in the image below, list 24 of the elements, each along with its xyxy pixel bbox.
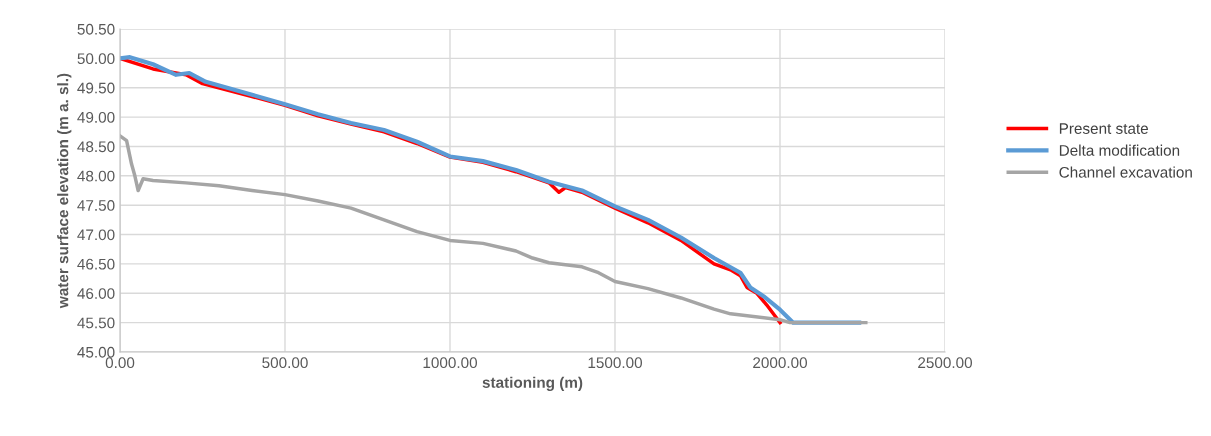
y-tick-label: 46.00 (77, 288, 115, 299)
legend-label: Channel excavation (1059, 166, 1192, 178)
y-tick-label: 50.50 (77, 23, 115, 35)
y-tick-label: 49.50 (77, 82, 115, 94)
x-tick-label: 2000.00 (753, 357, 808, 369)
y-tick-label: 46.50 (77, 258, 115, 270)
legend-label: Delta modification (1059, 144, 1180, 156)
y-tick-label: 48.00 (77, 170, 115, 182)
y-tick-label: 47.00 (77, 229, 115, 241)
y-tick-label: 50.00 (77, 53, 115, 65)
y-tick-label: 45.00 (77, 346, 115, 358)
x-tick-label: 2500.00 (918, 357, 973, 369)
x-tick-label: 500.00 (262, 357, 308, 369)
legend-label: Present state (1059, 123, 1149, 134)
y-tick-label: 48.50 (77, 141, 115, 153)
x-tick-label: 1500.00 (588, 357, 643, 369)
y-tick-label: 45.50 (77, 317, 115, 329)
line-series (120, 134, 868, 325)
x-tick-label: 0.00 (105, 357, 135, 369)
x-tick-label: 1000.00 (423, 357, 478, 369)
x-axis-title: stationing (m) (482, 376, 583, 391)
y-tick-label: 47.50 (77, 200, 115, 211)
y-axis-title: water surface elevation (m a. sl.) (57, 73, 72, 309)
y-tick-label: 49.00 (77, 111, 115, 123)
